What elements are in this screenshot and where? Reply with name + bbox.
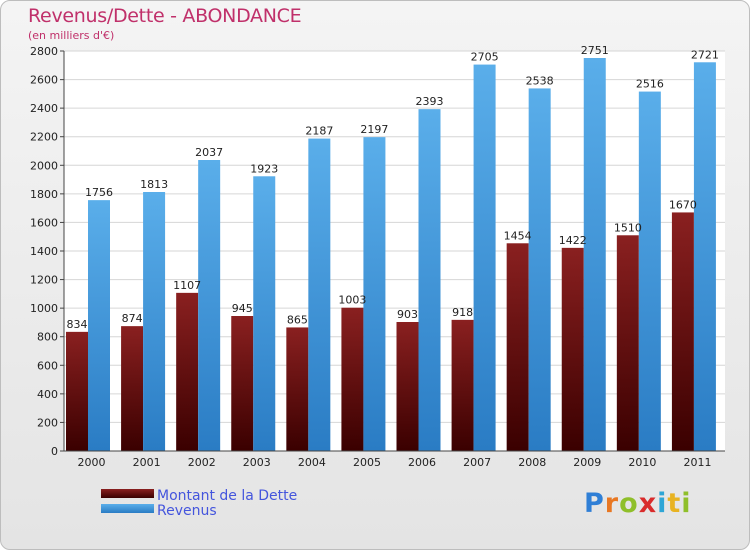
data-label: 2197	[360, 123, 388, 136]
data-label: 2538	[526, 74, 554, 87]
bar-revenus	[363, 137, 386, 451]
x-tick-label: 2001	[133, 456, 161, 469]
data-label: 1756	[85, 186, 113, 199]
bar-revenus	[693, 62, 716, 452]
data-label: 2516	[636, 78, 664, 91]
bar-dette	[561, 247, 584, 451]
x-tick-label: 2004	[298, 456, 326, 469]
y-tick-label: 2200	[30, 131, 58, 144]
logo-letter: P	[584, 488, 605, 519]
bar-revenus	[253, 176, 276, 452]
logo-letter: i	[657, 488, 668, 519]
bar-dette	[121, 326, 144, 451]
y-tick-label: 800	[37, 331, 58, 344]
bar-dette	[286, 327, 309, 451]
data-label: 2721	[691, 48, 719, 61]
y-tick-label: 2000	[30, 159, 58, 172]
data-label: 2037	[195, 146, 223, 159]
chart-subtitle: (en milliers d'€)	[28, 29, 115, 42]
x-tick-label: 2000	[78, 456, 106, 469]
data-label: 918	[452, 306, 473, 319]
data-label: 1003	[338, 294, 366, 307]
data-label: 2751	[581, 44, 609, 57]
bar-revenus	[583, 58, 606, 451]
chart-title: Revenus/Dette - ABONDANCE	[28, 5, 302, 27]
bar-dette	[341, 307, 364, 451]
data-label: 2393	[416, 95, 444, 108]
logo-letter: t	[667, 488, 682, 519]
x-tick-label: 2010	[628, 456, 656, 469]
x-tick-label: 2006	[408, 456, 436, 469]
x-tick-label: 2007	[463, 456, 491, 469]
x-tick-label: 2009	[573, 456, 601, 469]
bar-dette	[671, 212, 694, 451]
bar-dette	[176, 292, 199, 451]
bar-revenus	[528, 88, 551, 451]
y-tick-label: 200	[37, 416, 58, 429]
bar-revenus	[473, 64, 496, 452]
x-tick-label: 2005	[353, 456, 381, 469]
y-tick-label: 1200	[30, 274, 58, 287]
data-label: 1670	[669, 198, 697, 211]
y-tick-label: 1600	[30, 216, 58, 229]
bar-dette	[66, 331, 88, 451]
y-tick-label: 2600	[30, 74, 58, 87]
bar-revenus	[308, 138, 331, 452]
x-tick-label: 2011	[683, 456, 711, 469]
data-label: 2187	[305, 125, 333, 138]
bar-dette	[506, 243, 529, 451]
data-label: 1813	[140, 178, 168, 191]
logo-letter: r	[604, 488, 620, 519]
data-label: 1107	[173, 279, 201, 292]
bar-revenus	[638, 91, 661, 452]
legend-label-revenus: Revenus	[157, 503, 217, 519]
data-label: 874	[122, 312, 143, 325]
bar-dette	[616, 235, 639, 451]
data-label: 945	[232, 302, 253, 315]
y-tick-label: 1400	[30, 245, 58, 258]
y-tick-label: 2400	[30, 102, 58, 115]
x-tick-label: 2002	[188, 456, 216, 469]
bar-revenus	[88, 200, 110, 451]
data-label: 834	[67, 318, 88, 331]
data-label: 1510	[614, 221, 642, 234]
y-tick-label: 0	[51, 445, 58, 458]
x-tick-label: 2003	[243, 456, 271, 469]
data-label: 1454	[504, 229, 532, 242]
bar-revenus	[418, 109, 441, 452]
logo-letter: i	[681, 488, 692, 519]
bar-revenus	[143, 192, 166, 451]
data-label: 1422	[559, 234, 587, 247]
data-label: 865	[287, 313, 308, 326]
legend-label-debt: Montant de la Dette	[157, 488, 297, 504]
y-tick-label: 1000	[30, 302, 58, 315]
proxiti-logo: Proxiti	[584, 488, 692, 519]
y-tick-label: 400	[37, 388, 58, 401]
data-label: 1923	[250, 162, 278, 175]
logo-letter: x	[638, 488, 658, 519]
x-tick-label: 2008	[518, 456, 546, 469]
data-label: 2705	[471, 51, 499, 64]
legend-swatch-revenus	[101, 504, 154, 513]
y-tick-label: 1800	[30, 188, 58, 201]
data-label: 903	[397, 308, 418, 321]
y-tick-label: 600	[37, 359, 58, 372]
logo-letter: o	[619, 488, 639, 519]
y-tick-label: 2800	[30, 45, 58, 58]
bar-revenus	[198, 160, 221, 451]
bar-dette	[231, 316, 254, 451]
legend-swatch-debt	[101, 489, 154, 498]
bar-dette	[396, 322, 419, 451]
bar-dette	[451, 319, 474, 451]
